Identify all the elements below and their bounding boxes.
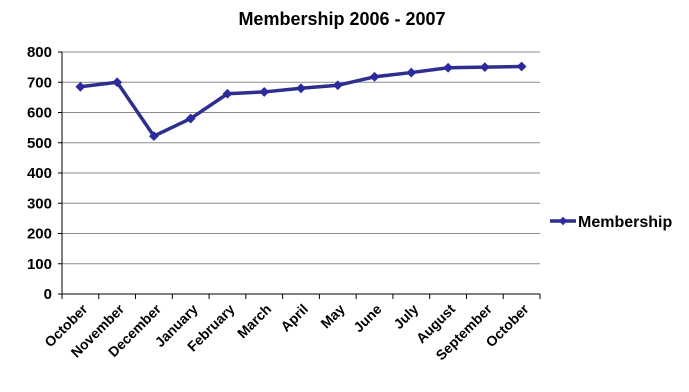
series-line [80, 64, 522, 138]
x-tick-label-9: July [390, 301, 421, 332]
data-point-2 [149, 131, 159, 142]
data-point-5 [259, 87, 270, 97]
y-tick-label-700: 700 [27, 74, 52, 91]
data-point-10 [443, 62, 453, 73]
axes [58, 51, 541, 299]
y-tick-label-300: 300 [27, 195, 52, 212]
x-tick-label-5: March [234, 301, 274, 341]
series-layer [75, 61, 527, 142]
legend: Membership [550, 214, 672, 231]
y-tick-label-500: 500 [27, 135, 52, 152]
data-point-3 [185, 113, 196, 124]
chart-title: Membership 2006 - 2007 [238, 9, 445, 29]
x-tick-label-8: June [350, 301, 385, 336]
data-point-11 [479, 62, 490, 73]
data-point-4 [222, 88, 233, 99]
y-tick-label-200: 200 [27, 226, 52, 243]
y-tick-label-400: 400 [27, 165, 52, 182]
data-point-6 [296, 83, 306, 94]
data-point-0 [75, 81, 86, 92]
x-tick-label-6: April [277, 301, 311, 335]
data-point-1 [112, 77, 123, 88]
y-tick-label-600: 600 [27, 105, 52, 122]
y-axis-tick-labels: 0 100 200 300 400 500 600 700 800 [27, 44, 52, 303]
y-tick-label-0: 0 [44, 286, 52, 303]
legend-label: Membership [578, 214, 672, 231]
y-tick-label-800: 800 [27, 44, 52, 61]
y-tick-label-100: 100 [27, 256, 52, 273]
series-membership [75, 61, 527, 142]
x-axis-tick-labels: OctoberNovemberDecemberJanuaryFebruaryMa… [41, 300, 532, 363]
legend-marker [558, 216, 568, 226]
x-tick-label-7: May [317, 301, 348, 332]
data-point-12 [516, 61, 527, 72]
data-point-7 [332, 80, 343, 91]
grid-lines [62, 51, 540, 265]
data-point-9 [406, 67, 417, 78]
data-point-8 [369, 71, 380, 82]
